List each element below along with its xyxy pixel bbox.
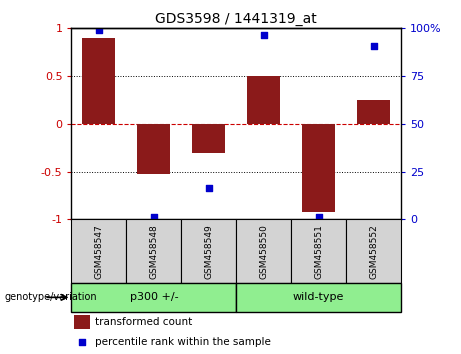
Point: [370, 44, 377, 49]
Text: transformed count: transformed count: [95, 318, 193, 327]
Text: genotype/variation: genotype/variation: [5, 292, 97, 302]
Bar: [181, 219, 236, 283]
Text: percentile rank within the sample: percentile rank within the sample: [95, 337, 271, 347]
Point: [150, 214, 158, 219]
Bar: [247, 76, 280, 124]
Bar: [236, 283, 401, 312]
Point: [78, 339, 85, 345]
Bar: [192, 124, 225, 153]
Text: GSM458549: GSM458549: [204, 224, 213, 279]
Bar: [74, 315, 90, 329]
Bar: [302, 124, 335, 212]
Point: [315, 214, 322, 219]
Bar: [346, 219, 401, 283]
Text: GSM458552: GSM458552: [369, 224, 378, 279]
Bar: [236, 219, 291, 283]
Text: GSM458548: GSM458548: [149, 224, 159, 279]
Text: GSM458547: GSM458547: [95, 224, 103, 279]
Text: GSM458551: GSM458551: [314, 224, 323, 279]
Point: [260, 32, 267, 38]
Point: [205, 185, 213, 191]
Text: wild-type: wild-type: [293, 292, 344, 302]
Bar: [71, 219, 126, 283]
Bar: [71, 283, 236, 312]
Bar: [137, 124, 171, 173]
Bar: [83, 38, 115, 124]
Title: GDS3598 / 1441319_at: GDS3598 / 1441319_at: [155, 12, 317, 26]
Point: [95, 27, 103, 33]
Bar: [357, 100, 390, 124]
Bar: [291, 219, 346, 283]
Text: GSM458550: GSM458550: [259, 224, 268, 279]
Bar: [126, 219, 181, 283]
Text: p300 +/-: p300 +/-: [130, 292, 178, 302]
